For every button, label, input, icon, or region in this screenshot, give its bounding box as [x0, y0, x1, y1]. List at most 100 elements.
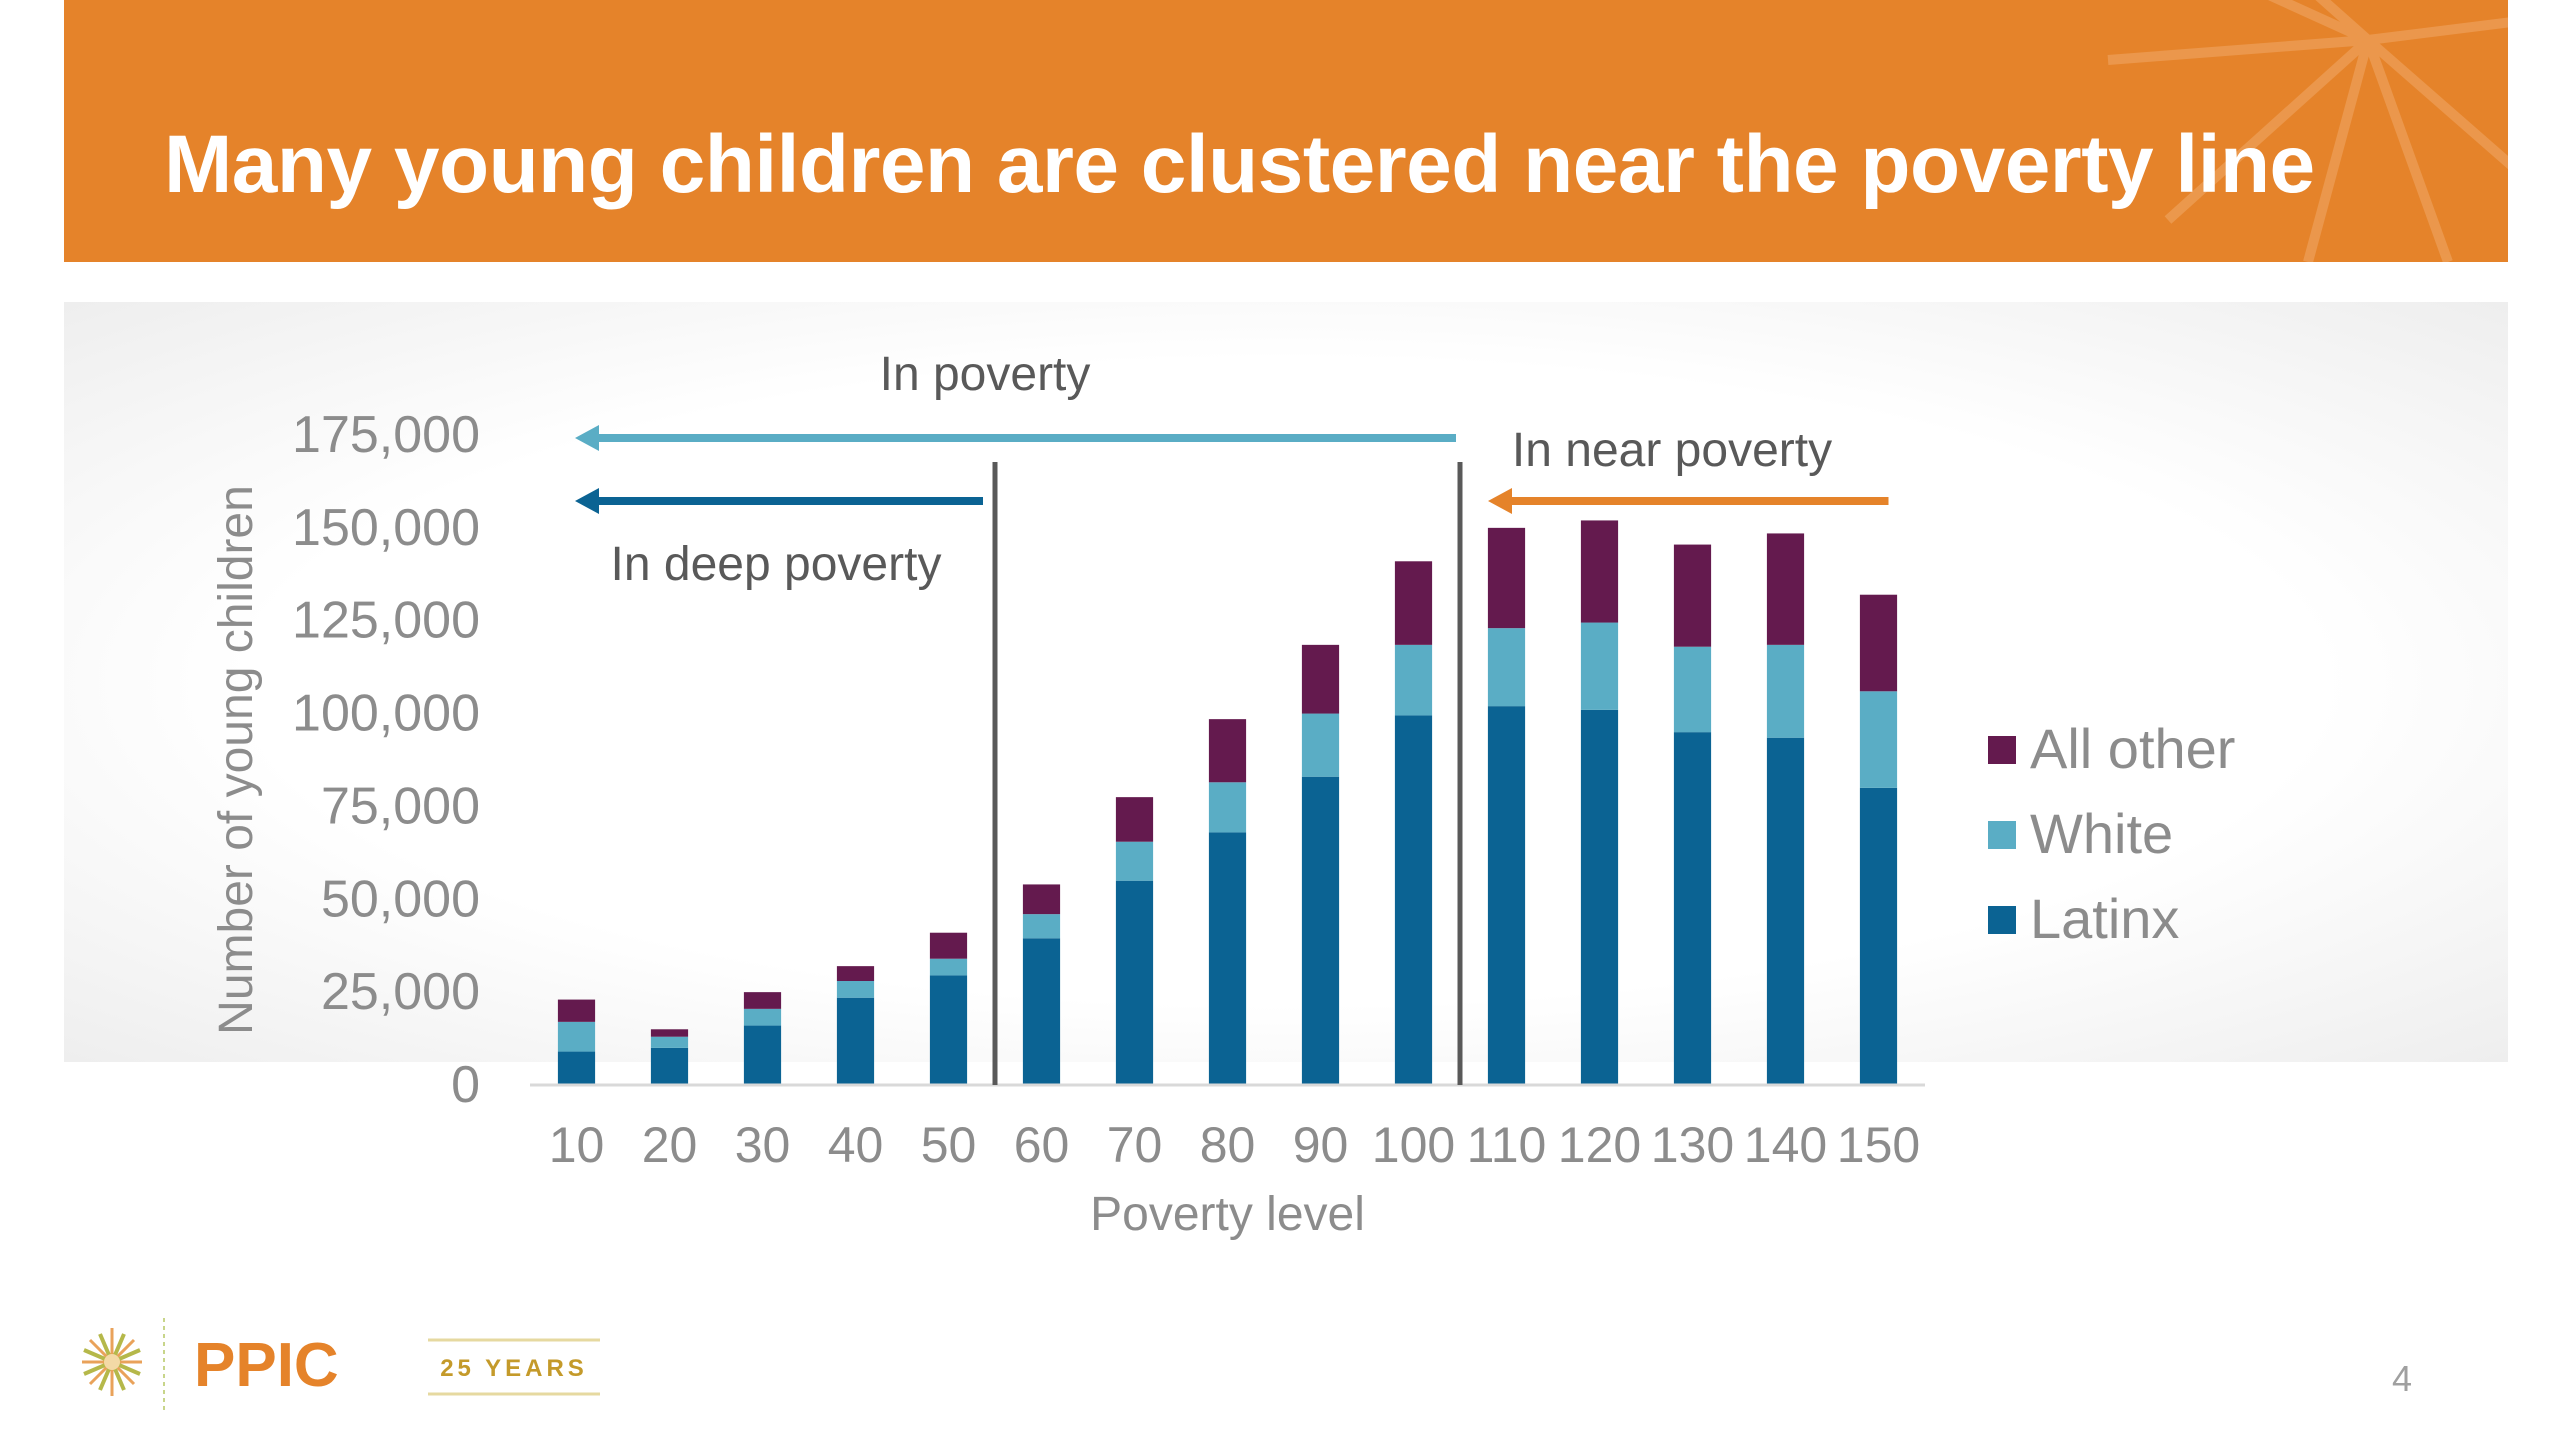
bar-segment-latinx [1208, 832, 1247, 1085]
x-tick-label: 150 [1837, 1117, 1920, 1173]
bar-segment-all-other [650, 1029, 689, 1037]
legend-swatch [1988, 906, 2016, 934]
x-tick-label: 130 [1651, 1117, 1734, 1173]
bar-segment-latinx [743, 1025, 782, 1085]
x-tick-label: 140 [1744, 1117, 1827, 1173]
bar-segment-white [1487, 628, 1526, 707]
bar-segment-white [1208, 782, 1247, 833]
x-tick-label: 100 [1372, 1117, 1455, 1173]
bar-segment-white [1673, 646, 1712, 733]
ppic-logo: PPIC 25 YEARS [82, 1318, 600, 1410]
arrow-in-deep-poverty [575, 488, 983, 514]
arrow-head-icon [575, 425, 599, 451]
y-axis-label: Number of young children [210, 485, 263, 1035]
x-tick-label: 50 [921, 1117, 977, 1173]
sunburst-logo-icon [82, 1328, 142, 1396]
y-tick-label: 0 [451, 1056, 480, 1114]
bars [557, 520, 1898, 1085]
y-tick-label: 25,000 [321, 963, 480, 1021]
x-tick-label: 120 [1558, 1117, 1641, 1173]
y-tick-label: 125,000 [292, 592, 480, 650]
bar-segment-latinx [1301, 776, 1340, 1085]
legend-swatch [1988, 736, 2016, 764]
bar-segment-white [929, 958, 968, 976]
bar-segment-white [650, 1036, 689, 1048]
ppic-logo-text: PPIC [194, 1331, 339, 1400]
y-tick-label: 150,000 [292, 499, 480, 557]
legend-swatch [1988, 821, 2016, 849]
arrow-in-poverty [575, 425, 1456, 451]
y-tick-label: 75,000 [321, 777, 480, 835]
x-tick-label: 20 [642, 1117, 698, 1173]
annotation-in-near-poverty: In near poverty [1512, 424, 1832, 477]
annotation-in-deep-poverty: In deep poverty [611, 538, 942, 591]
bar-segment-all-other [1301, 644, 1340, 714]
bar-segment-latinx [1487, 706, 1526, 1085]
bar-segment-latinx [1766, 737, 1805, 1085]
legend-label: White [2030, 802, 2173, 865]
bar-segment-white [1394, 644, 1433, 716]
x-tick-label: 30 [735, 1117, 791, 1173]
x-tick-label: 90 [1293, 1117, 1349, 1173]
bar-segment-all-other [1859, 594, 1898, 692]
bar-segment-all-other [743, 992, 782, 1009]
y-axis-ticks: 0 25,000 50,000 75,000 100,000 125,000 150,000… [292, 406, 480, 1114]
y-tick-label: 50,000 [321, 870, 480, 928]
bar-segment-white [1022, 914, 1061, 939]
legend-label: All other [2030, 717, 2235, 780]
bar-segment-white [1115, 841, 1154, 881]
legend-item-white: White [1988, 802, 2173, 865]
x-tick-label: 70 [1107, 1117, 1163, 1173]
bar-segment-white [743, 1008, 782, 1026]
bar-segment-all-other [836, 966, 875, 981]
bar-segment-white [1580, 622, 1619, 710]
bar-segment-all-other [929, 932, 968, 959]
legend-label: Latinx [2030, 887, 2179, 950]
bar-segment-all-other [1580, 520, 1619, 623]
arrow-head-icon [575, 488, 599, 514]
bar-segment-latinx [557, 1051, 596, 1085]
x-tick-label: 40 [828, 1117, 884, 1173]
annotation-arrows [575, 425, 1889, 514]
bar-segment-white [1859, 691, 1898, 788]
bar-segment-latinx [1394, 715, 1433, 1085]
bar-segment-all-other [1115, 797, 1154, 842]
bar-segment-latinx [1859, 787, 1898, 1085]
starburst-decoration-icon [2107, 0, 2508, 262]
slide-title: Many young children are clustered near t… [164, 119, 2315, 210]
bar-segment-all-other [1394, 561, 1433, 645]
bar-segment-latinx [1022, 938, 1061, 1085]
bar-segment-all-other [1022, 884, 1061, 915]
legend-item-all-other: All other [1988, 717, 2235, 780]
bar-segment-all-other [1208, 719, 1247, 783]
x-tick-label: 110 [1467, 1117, 1547, 1173]
x-tick-label: 80 [1200, 1117, 1256, 1173]
chart-panel [64, 302, 2508, 1062]
bar-segment-latinx [1580, 709, 1619, 1085]
x-axis-label: Poverty level [1090, 1188, 1365, 1241]
y-tick-label: 100,000 [292, 685, 480, 743]
bar-segment-latinx [1115, 880, 1154, 1085]
bar-segment-latinx [929, 975, 968, 1085]
bar-segment-all-other [1487, 527, 1526, 629]
legend: All other White Latinx [1988, 717, 2235, 950]
bar-segment-white [1301, 713, 1340, 777]
bar-segment-all-other [1673, 544, 1712, 647]
bar-segment-latinx [650, 1047, 689, 1085]
x-tick-label: 60 [1014, 1117, 1070, 1173]
x-axis-ticks: 10 20 30 40 50 60 70 80 90 100 110 120 130 140 150 [549, 1117, 1921, 1173]
annotation-in-poverty: In poverty [880, 348, 1091, 401]
arrow-head-icon [1488, 488, 1512, 514]
bar-segment-all-other [557, 999, 596, 1022]
arrow-in-near-poverty [1488, 488, 1889, 514]
bar-segment-white [1766, 644, 1805, 738]
bar-segment-latinx [1673, 732, 1712, 1085]
bar-segment-latinx [836, 997, 875, 1085]
anniversary-badge: 25 YEARS [440, 1355, 588, 1382]
page-number: 4 [2391, 1358, 2412, 1399]
bar-segment-white [836, 981, 875, 998]
y-tick-label: 175,000 [292, 406, 480, 464]
bar-segment-all-other [1766, 533, 1805, 645]
x-tick-label: 10 [549, 1117, 605, 1173]
